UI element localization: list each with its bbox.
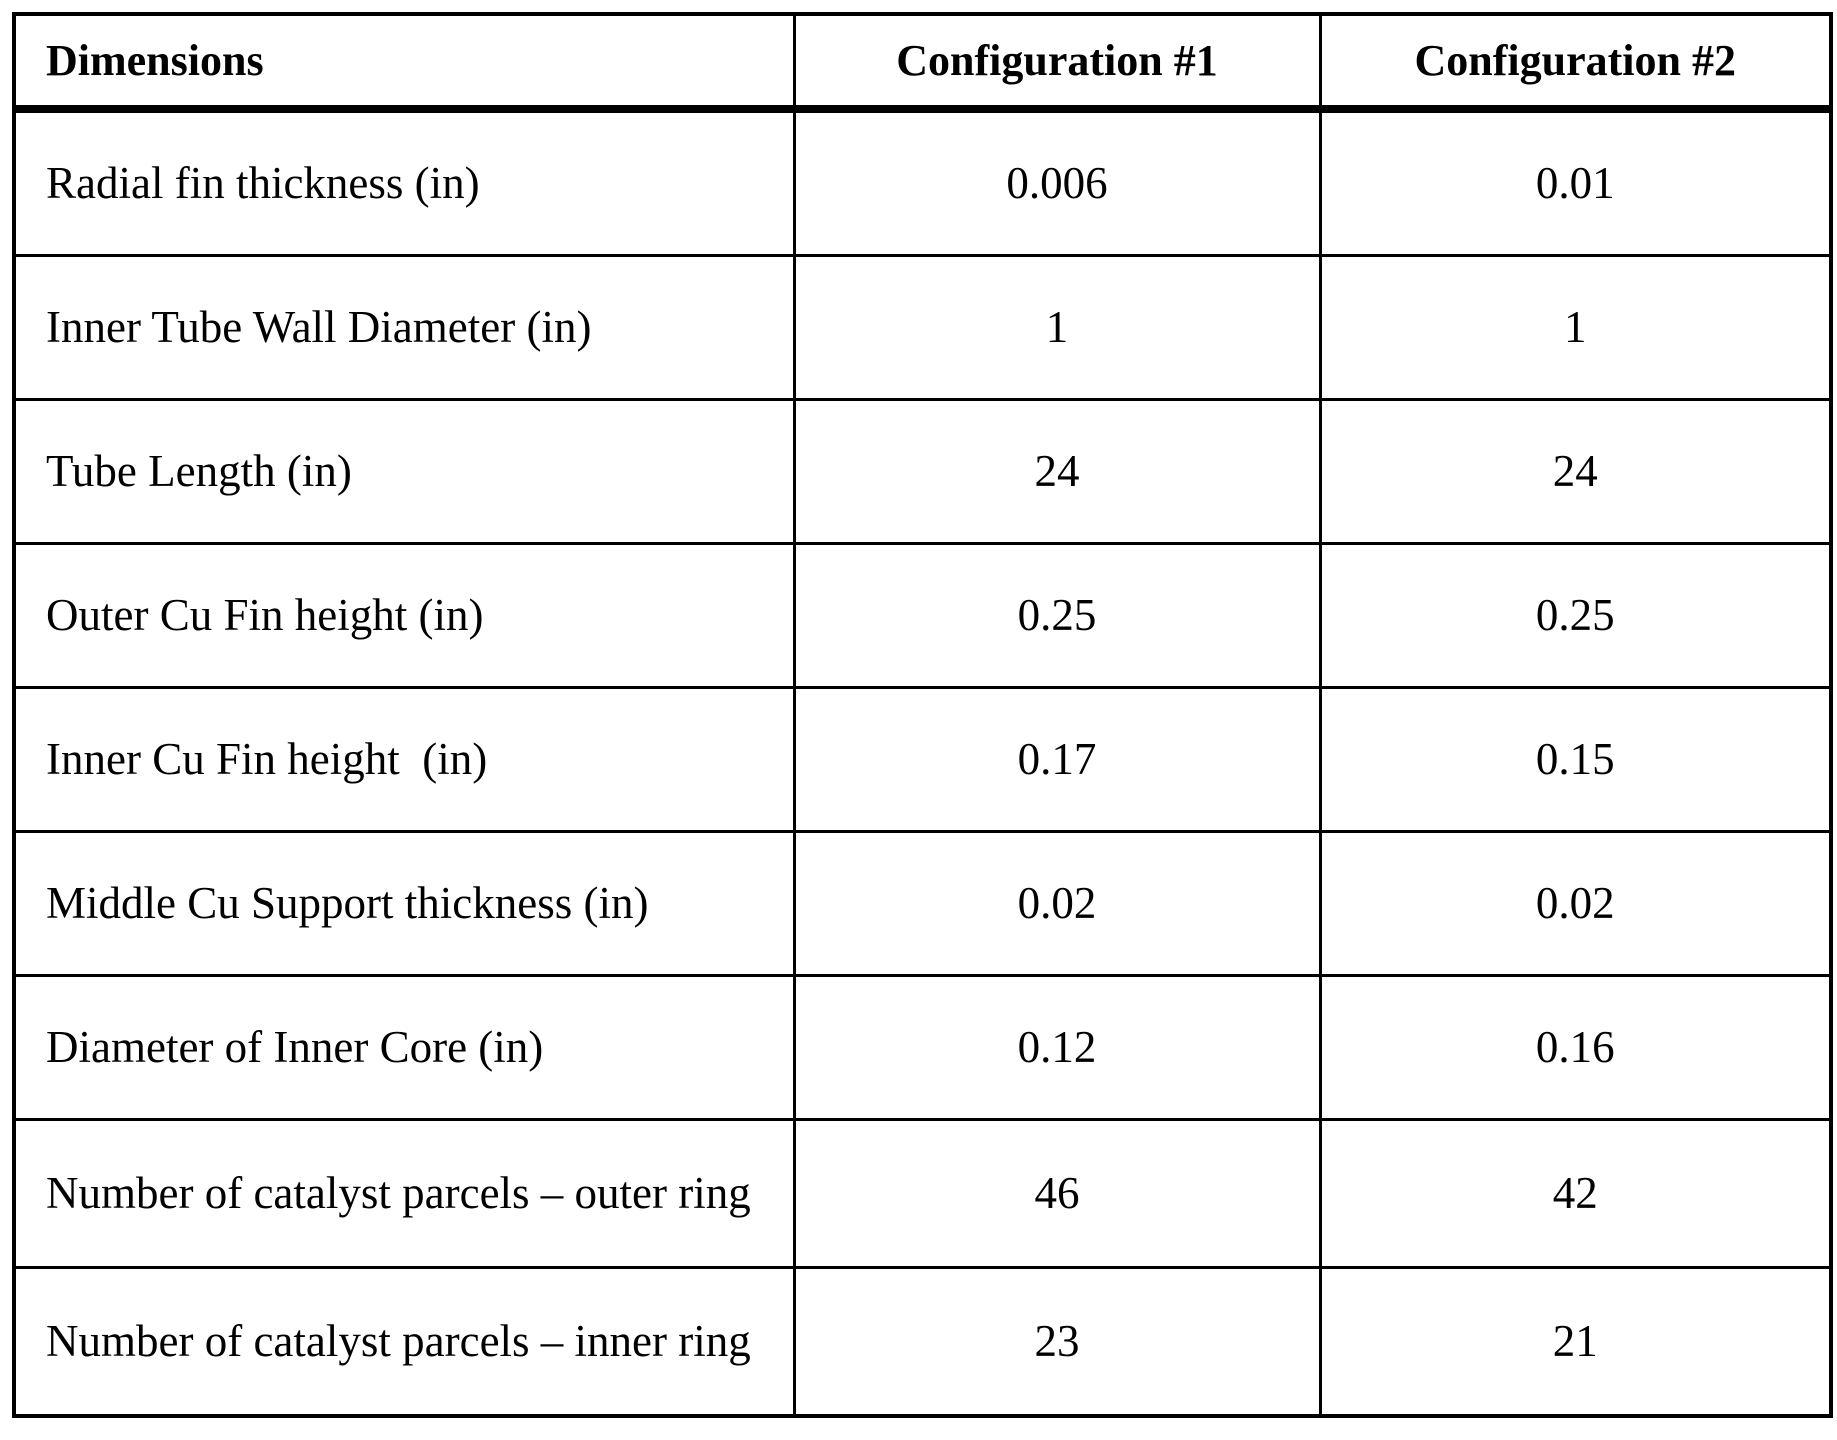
- row-label: Inner Tube Wall Diameter (in): [12, 254, 796, 401]
- config-2-value: 0.15: [1318, 686, 1833, 833]
- config-2-value: 0.25: [1318, 542, 1833, 689]
- dimensions-table: Dimensions Configuration #1 Configuratio…: [12, 12, 1833, 1418]
- config-1-value: 24: [792, 398, 1322, 545]
- config-1-value: 23: [792, 1266, 1322, 1418]
- header-row: Dimensions Configuration #1 Configuratio…: [12, 12, 1833, 113]
- table-row: Number of catalyst parcels – outer ring …: [12, 1118, 1833, 1269]
- config-1-value: 0.25: [792, 542, 1322, 689]
- table-body: Radial fin thickness (in) 0.006 0.01 Inn…: [12, 107, 1833, 1418]
- row-label: Diameter of Inner Core (in): [12, 974, 796, 1121]
- config-2-value: 0.01: [1318, 107, 1833, 257]
- table-row: Middle Cu Support thickness (in) 0.02 0.…: [12, 830, 1833, 977]
- row-label: Number of catalyst parcels – outer ring: [12, 1118, 796, 1269]
- config-2-value: 24: [1318, 398, 1833, 545]
- table-row: Tube Length (in) 24 24: [12, 398, 1833, 545]
- row-label: Outer Cu Fin height (in): [12, 542, 796, 689]
- row-label: Tube Length (in): [12, 398, 796, 545]
- header-dimensions: Dimensions: [12, 12, 796, 113]
- config-2-value: 21: [1318, 1266, 1833, 1418]
- header-configuration-2: Configuration #2: [1318, 12, 1833, 113]
- table-header: Dimensions Configuration #1 Configuratio…: [12, 12, 1833, 113]
- table-row: Radial fin thickness (in) 0.006 0.01: [12, 107, 1833, 257]
- config-2-value: 42: [1318, 1118, 1833, 1269]
- config-1-value: 0.006: [792, 107, 1322, 257]
- table-row: Inner Tube Wall Diameter (in) 1 1: [12, 254, 1833, 401]
- config-1-value: 46: [792, 1118, 1322, 1269]
- table-row: Outer Cu Fin height (in) 0.25 0.25: [12, 542, 1833, 689]
- row-label: Radial fin thickness (in): [12, 107, 796, 257]
- row-label: Middle Cu Support thickness (in): [12, 830, 796, 977]
- config-1-value: 1: [792, 254, 1322, 401]
- table-row: Diameter of Inner Core (in) 0.12 0.16: [12, 974, 1833, 1121]
- config-2-value: 1: [1318, 254, 1833, 401]
- config-1-value: 0.12: [792, 974, 1322, 1121]
- table-row: Number of catalyst parcels – inner ring …: [12, 1266, 1833, 1418]
- config-2-value: 0.02: [1318, 830, 1833, 977]
- row-label: Inner Cu Fin height (in): [12, 686, 796, 833]
- table-row: Inner Cu Fin height (in) 0.17 0.15: [12, 686, 1833, 833]
- header-configuration-1: Configuration #1: [792, 12, 1322, 113]
- row-label: Number of catalyst parcels – inner ring: [12, 1266, 796, 1418]
- config-1-value: 0.02: [792, 830, 1322, 977]
- config-1-value: 0.17: [792, 686, 1322, 833]
- config-2-value: 0.16: [1318, 974, 1833, 1121]
